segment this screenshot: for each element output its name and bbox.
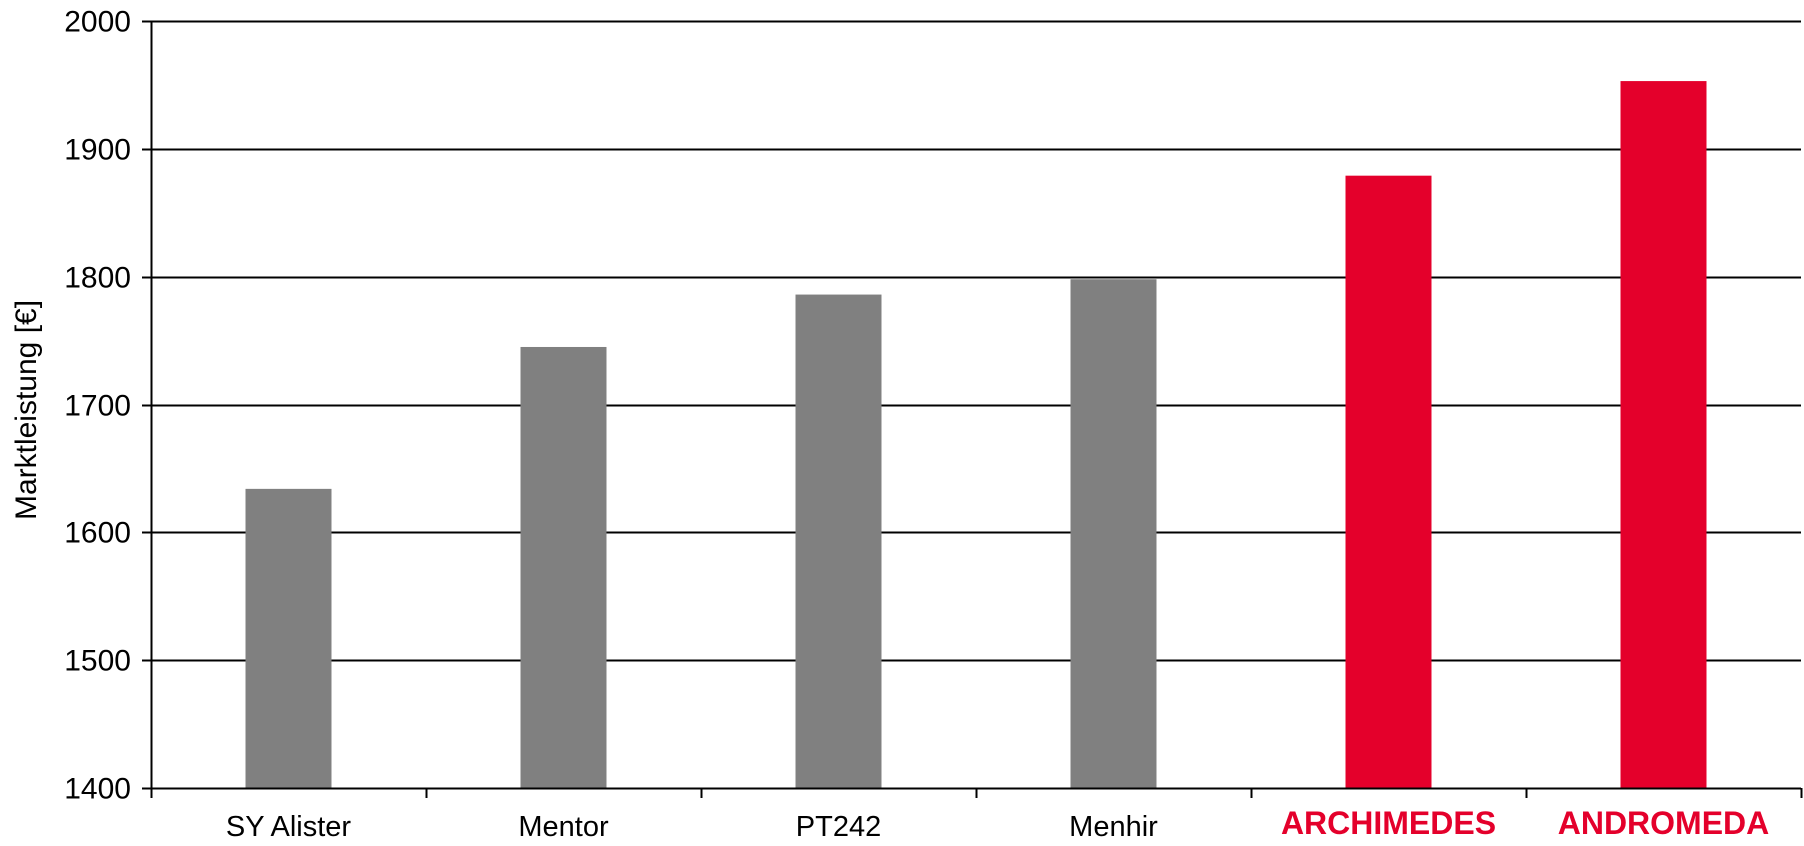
y-tick-label: 2000 <box>64 6 131 39</box>
y-axis-title: Marktleistung [€] <box>10 300 43 520</box>
x-category-label: ANDROMEDA <box>1558 805 1770 841</box>
y-tick-label: 1700 <box>64 390 131 423</box>
bar <box>520 346 607 788</box>
labels: 1400 1500 1600 1700 1800 1900 2000 SY Alister Me… <box>64 6 1770 844</box>
bar <box>1620 81 1707 788</box>
x-category-label: ARCHIMEDES <box>1281 805 1496 841</box>
y-tick-label: 1800 <box>64 262 131 295</box>
y-tick-label: 1900 <box>64 134 131 167</box>
bars <box>245 81 1707 788</box>
x-category-label: SY Alister <box>226 811 352 841</box>
bar <box>795 294 882 788</box>
y-tick-label: 1500 <box>64 645 131 678</box>
x-category-label: Menhir <box>1069 811 1158 841</box>
bar <box>1345 175 1432 788</box>
axes <box>142 20 1803 798</box>
bar <box>245 488 332 788</box>
y-tick-label: 1600 <box>64 517 131 550</box>
x-category-label: PT242 <box>796 811 881 841</box>
x-category-label: Mentor <box>518 811 609 841</box>
y-tick-label: 1400 <box>64 773 131 806</box>
gridlines <box>151 20 1801 662</box>
bar <box>1070 279 1157 788</box>
